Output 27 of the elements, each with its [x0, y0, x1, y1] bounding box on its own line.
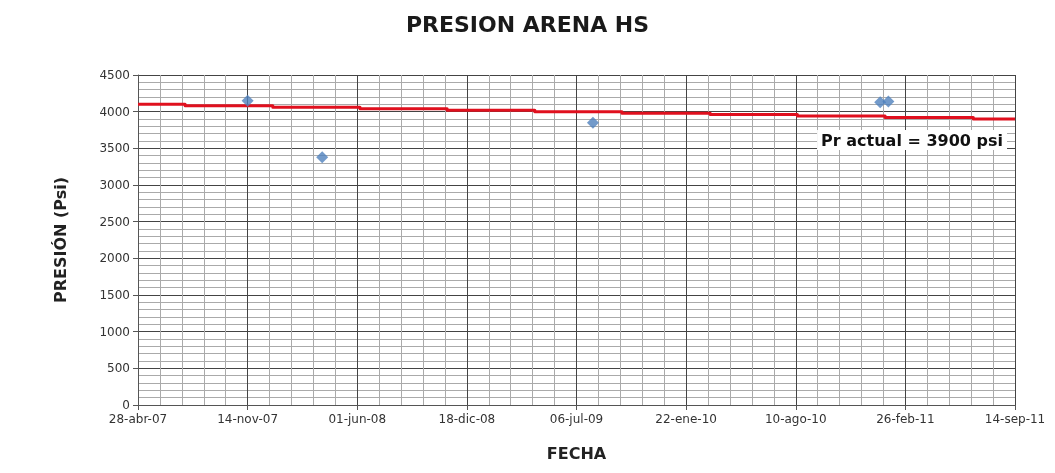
- x-tick-label: 14-nov-07: [217, 412, 279, 426]
- x-tick-label: 01-jun-08: [328, 412, 387, 426]
- x-axis-title: FECHA: [546, 443, 607, 463]
- point: [586, 116, 599, 129]
- x-tick-label: 18-dic-08: [438, 412, 496, 426]
- x-tick-label: 28-abr-07: [108, 412, 168, 426]
- y-tick-label: 0: [122, 398, 130, 412]
- y-tick-label: 4000: [99, 104, 130, 119]
- y-tick-label: 3500: [99, 141, 130, 156]
- point: [316, 151, 329, 164]
- x-tick-label: 06-jul-09: [549, 412, 604, 426]
- y-tick-label: 500: [107, 361, 130, 376]
- point: [882, 95, 895, 108]
- point: [241, 94, 254, 107]
- y-tick-label: 1000: [99, 324, 130, 339]
- y-tick-label: 3000: [99, 178, 130, 192]
- y-tick-label: 2500: [99, 214, 130, 229]
- x-tick-label: 14-sep-11: [984, 412, 1046, 426]
- x-tick-label: 26-feb-11: [876, 412, 935, 426]
- x-tick-label: 10-ago-10: [764, 412, 827, 426]
- y-axis-title: PRESIÓN (Psi): [50, 176, 70, 304]
- y-tick-label: 1500: [99, 288, 130, 302]
- chart-title: PRESION ARENA HS: [405, 11, 650, 37]
- annotation: Pr actual = 3900 psi: [821, 130, 1004, 150]
- x-tick-label: 22-ene-10: [655, 412, 717, 426]
- y-tick-label: 4500: [99, 68, 130, 82]
- y-tick-label: 2000: [99, 251, 130, 266]
